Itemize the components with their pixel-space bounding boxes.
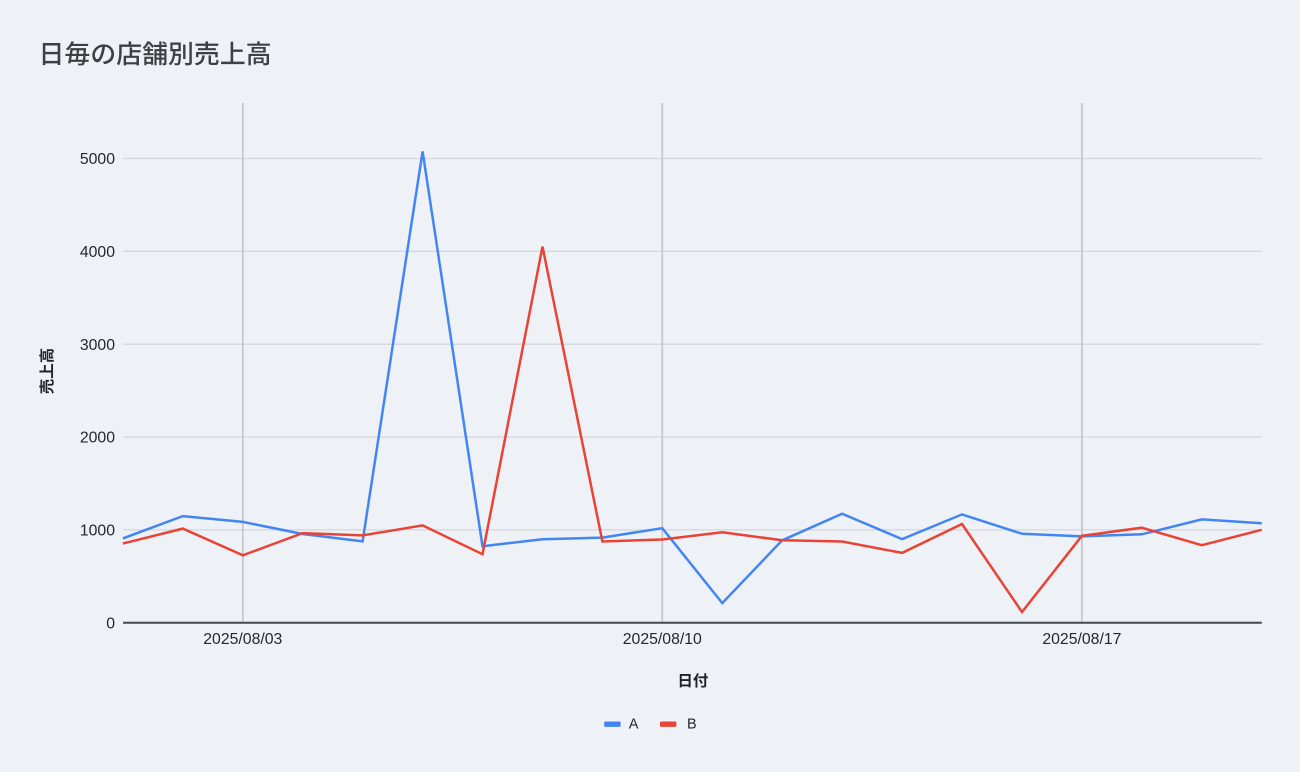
svg-text:B: B: [687, 717, 697, 733]
svg-text:1000: 1000: [80, 523, 115, 540]
svg-text:2025/08/10: 2025/08/10: [623, 631, 702, 648]
svg-text:2000: 2000: [80, 430, 115, 447]
svg-text:4000: 4000: [80, 244, 115, 261]
svg-text:5000: 5000: [80, 151, 115, 168]
svg-text:2025/08/17: 2025/08/17: [1042, 631, 1121, 648]
svg-text:2025/08/03: 2025/08/03: [203, 631, 282, 648]
svg-text:0: 0: [106, 615, 115, 632]
svg-text:A: A: [629, 717, 639, 733]
svg-text:3000: 3000: [80, 337, 115, 354]
